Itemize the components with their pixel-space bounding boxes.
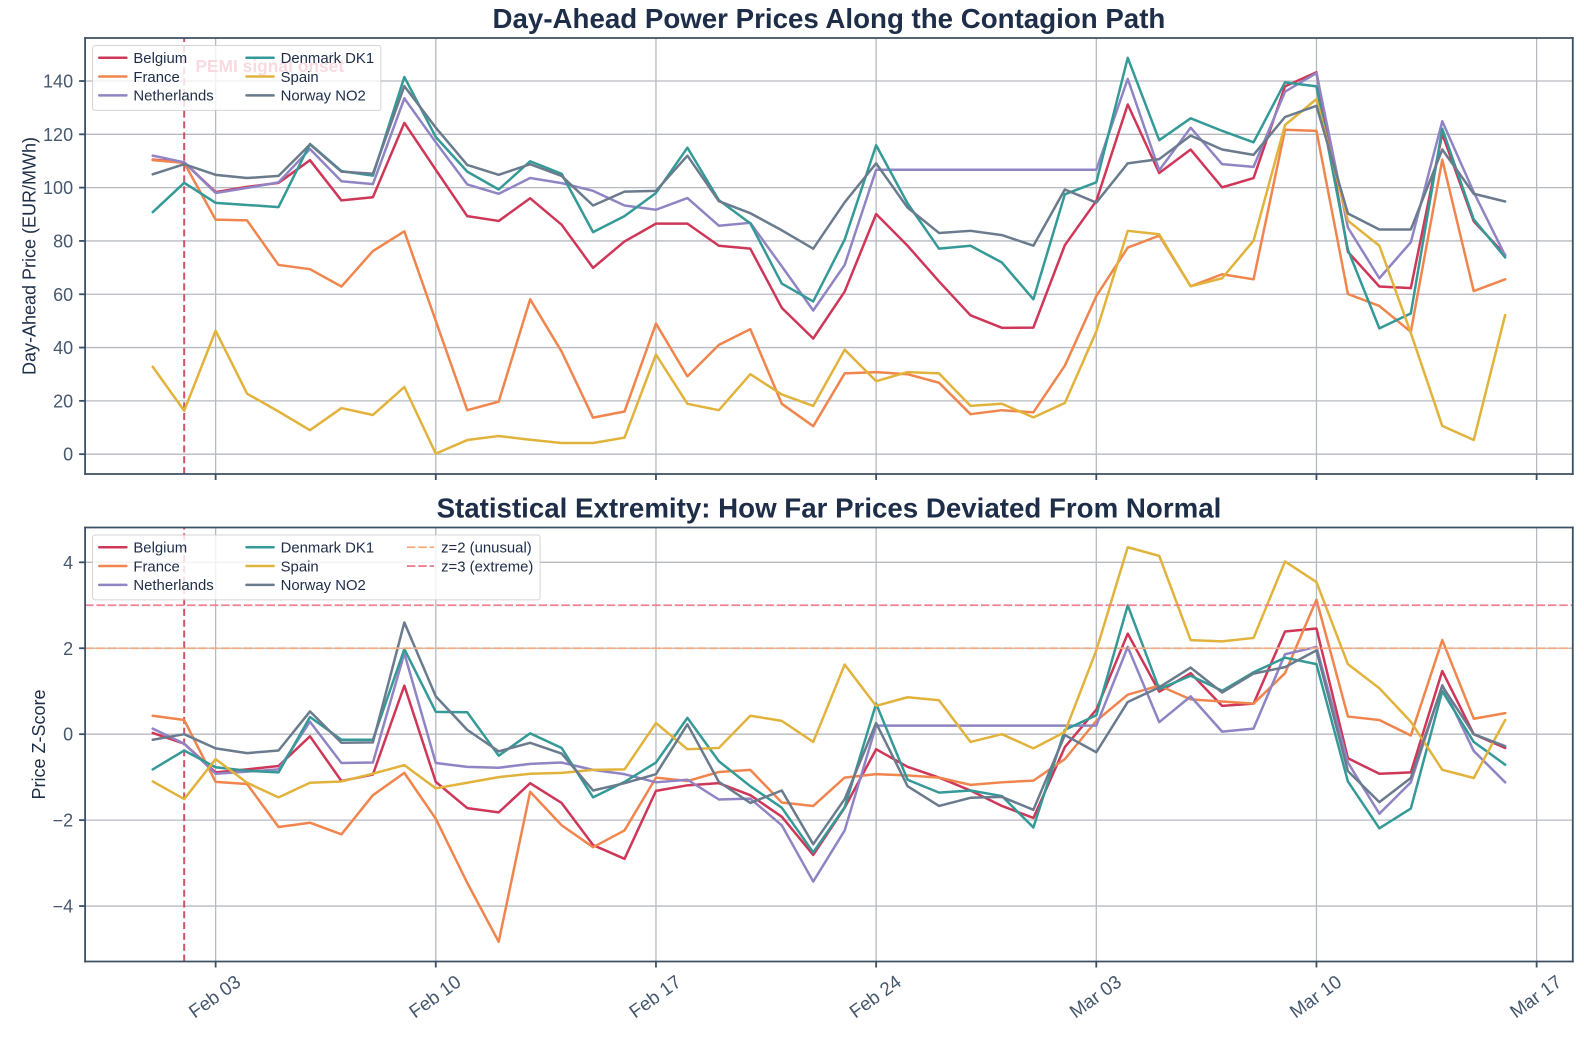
- svg-text:Spain: Spain: [281, 70, 319, 86]
- svg-text:Belgium: Belgium: [133, 540, 187, 556]
- svg-text:France: France: [133, 70, 179, 86]
- svg-text:Price Z-Score: Price Z-Score: [29, 689, 49, 799]
- svg-text:60: 60: [53, 285, 73, 305]
- svg-text:Netherlands: Netherlands: [133, 578, 213, 594]
- svg-text:120: 120: [43, 125, 73, 145]
- svg-text:Statistical Extremity: How Far: Statistical Extremity: How Far Prices De…: [437, 493, 1222, 524]
- svg-text:Day-Ahead Power Prices Along t: Day-Ahead Power Prices Along the Contagi…: [493, 3, 1166, 34]
- svg-text:−4: −4: [53, 897, 74, 917]
- svg-text:20: 20: [53, 391, 73, 411]
- svg-text:Spain: Spain: [281, 559, 319, 575]
- svg-text:Norway NO2: Norway NO2: [281, 89, 366, 105]
- svg-text:Denmark DK1: Denmark DK1: [281, 540, 375, 556]
- svg-text:Denmark DK1: Denmark DK1: [281, 51, 375, 67]
- svg-text:−2: −2: [53, 811, 74, 831]
- svg-text:z=2 (unusual): z=2 (unusual): [441, 540, 532, 556]
- svg-text:40: 40: [53, 338, 73, 358]
- svg-text:80: 80: [53, 231, 73, 251]
- svg-text:Netherlands: Netherlands: [133, 89, 213, 105]
- svg-text:100: 100: [43, 178, 73, 198]
- svg-text:France: France: [133, 559, 179, 575]
- svg-text:z=3 (extreme): z=3 (extreme): [441, 559, 533, 575]
- svg-text:2: 2: [63, 639, 73, 659]
- svg-text:Day-Ahead Price (EUR/MWh): Day-Ahead Price (EUR/MWh): [19, 137, 39, 375]
- svg-text:0: 0: [63, 725, 73, 745]
- svg-text:4: 4: [63, 553, 73, 573]
- svg-text:140: 140: [43, 72, 73, 92]
- svg-text:Norway NO2: Norway NO2: [281, 578, 366, 594]
- svg-text:0: 0: [63, 445, 73, 465]
- svg-text:Belgium: Belgium: [133, 51, 187, 67]
